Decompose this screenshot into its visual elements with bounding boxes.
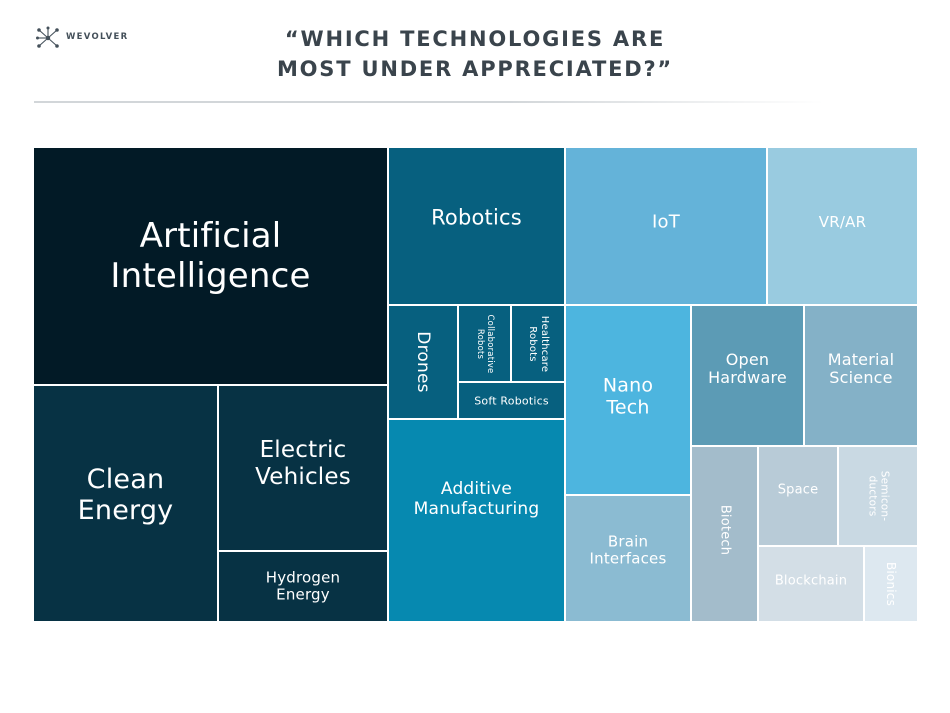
- treemap-tile-clean-energy: Clean Energy: [34, 386, 219, 623]
- treemap-tile-robotics: Robotics: [389, 148, 566, 306]
- brand-name: WEVOLVER: [66, 32, 129, 42]
- chart-title-line-2: MOST UNDER APPRECIATED?”: [276, 57, 674, 81]
- treemap-label-space: Space: [777, 482, 819, 498]
- treemap-label-collaborative-robots: Collaborative Robots: [474, 314, 495, 373]
- treemap-tile-blockchain: Blockchain: [759, 547, 865, 623]
- chart-title-line-1: “WHICH TECHNOLOGIES ARE: [284, 27, 666, 51]
- brand-logo: WEVOLVER: [36, 26, 146, 50]
- treemap-tile-material-science: Material Science: [805, 306, 919, 447]
- treemap-tile-bionics: Bionics: [865, 547, 919, 623]
- treemap-tile-collaborative-robots: Collaborative Robots: [459, 306, 512, 383]
- treemap-label-bionics: Bionics: [884, 561, 899, 607]
- treemap-tile-open-hardware: Open Hardware: [692, 306, 805, 447]
- treemap-tile-additive-manufacturing: Additive Manufacturing: [389, 420, 566, 623]
- treemap-tile-drones: Drones: [389, 306, 459, 420]
- treemap-tile-brain-interfaces: Brain Interfaces: [566, 496, 692, 623]
- treemap-tile-hydrogen-energy: Hydrogen Energy: [219, 552, 389, 623]
- network-logo-icon: [36, 26, 59, 48]
- treemap-chart: Artificial Intelligence Clean Energy Elect…: [34, 148, 919, 623]
- treemap-tile-semiconductors: Semicon- ductors: [839, 447, 919, 547]
- treemap-label-soft-robotics: Soft Robotics: [474, 394, 549, 407]
- treemap-label-clean-energy: Clean Energy: [77, 463, 174, 527]
- treemap-tile-space: Space: [759, 447, 839, 547]
- treemap-tile-iot: IoT: [566, 148, 768, 306]
- treemap-label-biotech: Biotech: [717, 504, 733, 556]
- treemap-label-robotics: Robotics: [431, 205, 522, 230]
- treemap-label-electric-vehicles: Electric Vehicles: [255, 436, 351, 490]
- treemap-label-drones: Drones: [413, 331, 434, 393]
- treemap-tile-healthcare-robots: Healthcare Robots: [512, 306, 566, 383]
- treemap-label-open-hardware: Open Hardware: [708, 349, 787, 388]
- treemap-tile-biotech: Biotech: [692, 447, 759, 623]
- treemap-label-additive-manufacturing: Additive Manufacturing: [413, 478, 540, 519]
- treemap-label-artificial-intelligence: Artificial Intelligence: [110, 215, 311, 296]
- treemap-tile-nano-tech: Nano Tech: [566, 306, 692, 496]
- treemap-tile-artificial-intelligence: Artificial Intelligence: [34, 148, 389, 386]
- treemap-label-iot: IoT: [652, 211, 680, 233]
- treemap-label-vr-ar: VR/AR: [818, 213, 867, 232]
- treemap-tile-soft-robotics: Soft Robotics: [459, 383, 566, 420]
- treemap-tile-electric-vehicles: Electric Vehicles: [219, 386, 389, 552]
- treemap-tile-vr-ar: VR/AR: [768, 148, 919, 306]
- treemap-label-brain-interfaces: Brain Interfaces: [589, 531, 667, 568]
- title-divider: [34, 101, 824, 103]
- treemap-label-semiconductors: Semicon- ductors: [866, 470, 891, 522]
- chart-title: “WHICH TECHNOLOGIES ARE MOST UNDER APPRE…: [200, 24, 750, 84]
- treemap-label-blockchain: Blockchain: [774, 573, 848, 589]
- treemap-label-nano-tech: Nano Tech: [602, 374, 654, 419]
- treemap-label-hydrogen-energy: Hydrogen Energy: [265, 567, 341, 604]
- treemap-label-healthcare-robots: Healthcare Robots: [527, 315, 550, 372]
- treemap-label-material-science: Material Science: [827, 349, 895, 388]
